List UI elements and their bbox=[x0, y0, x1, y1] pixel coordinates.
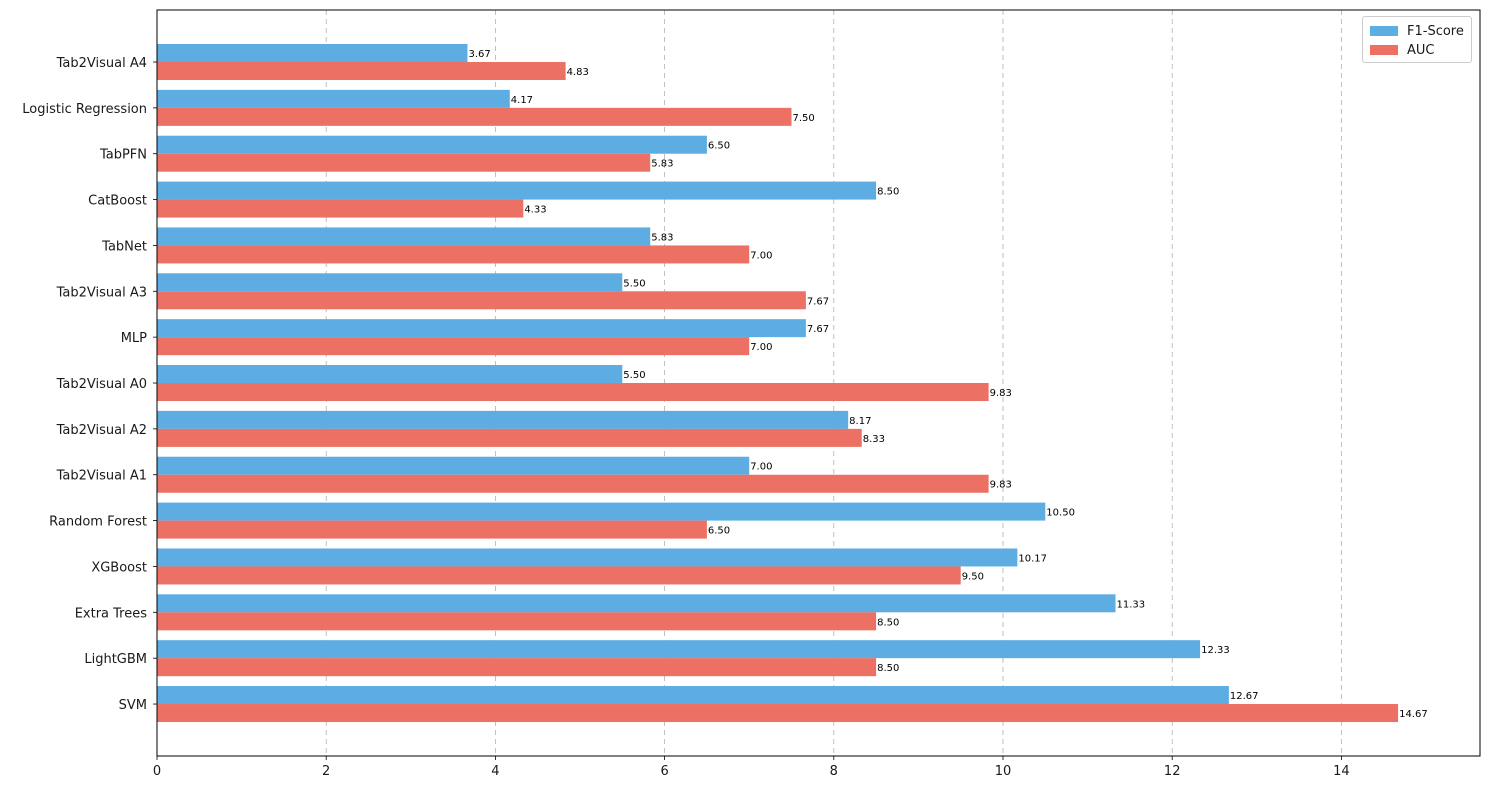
bar-f1-7 bbox=[157, 365, 623, 384]
bar-f1-10 bbox=[157, 502, 1046, 521]
value-label-auc-10: 6.50 bbox=[708, 526, 730, 537]
bar-auc-7 bbox=[157, 383, 989, 402]
bar-f1-2 bbox=[157, 135, 707, 154]
bar-auc-10 bbox=[157, 520, 707, 539]
legend-swatch-f1 bbox=[1370, 26, 1398, 36]
category-label-5: Tab2Visual A3 bbox=[56, 285, 147, 300]
bar-auc-9 bbox=[157, 474, 989, 493]
x-tick-label-6: 6 bbox=[660, 764, 668, 779]
value-label-f1-13: 12.33 bbox=[1201, 645, 1230, 656]
value-label-auc-13: 8.50 bbox=[877, 663, 899, 674]
value-label-auc-11: 9.50 bbox=[962, 571, 984, 582]
category-label-0: Tab2Visual A4 bbox=[56, 56, 147, 71]
category-label-10: Random Forest bbox=[49, 515, 147, 530]
x-tick-label-12: 12 bbox=[1164, 764, 1181, 779]
value-label-f1-6: 7.67 bbox=[807, 324, 829, 335]
bar-auc-8 bbox=[157, 428, 862, 447]
category-label-11: XGBoost bbox=[91, 560, 147, 575]
category-label-3: CatBoost bbox=[88, 194, 147, 209]
value-label-f1-8: 8.17 bbox=[849, 416, 871, 427]
category-label-7: Tab2Visual A0 bbox=[56, 377, 147, 392]
value-label-f1-12: 11.33 bbox=[1117, 599, 1146, 610]
bar-auc-12 bbox=[157, 612, 877, 631]
bar-auc-5 bbox=[157, 291, 806, 310]
category-label-2: TabPFN bbox=[99, 148, 147, 163]
value-label-auc-1: 7.50 bbox=[793, 113, 815, 124]
bar-auc-0 bbox=[157, 62, 566, 80]
bar-auc-3 bbox=[157, 199, 524, 218]
category-label-8: Tab2Visual A2 bbox=[56, 423, 147, 438]
value-label-f1-4: 5.83 bbox=[651, 232, 673, 243]
bar-f1-12 bbox=[157, 594, 1116, 613]
value-label-auc-0: 4.83 bbox=[567, 67, 589, 78]
legend-label-f1: F1-Score bbox=[1407, 23, 1464, 39]
plot-frame bbox=[156, 9, 1481, 757]
x-tick-label-8: 8 bbox=[830, 764, 838, 779]
bar-auc-14 bbox=[157, 704, 1399, 723]
value-label-auc-6: 7.00 bbox=[750, 342, 772, 353]
bar-f1-9 bbox=[157, 456, 750, 475]
bar-f1-1 bbox=[157, 89, 510, 108]
x-tick-label-14: 14 bbox=[1333, 764, 1350, 779]
bar-f1-4 bbox=[157, 227, 651, 246]
bar-f1-13 bbox=[157, 640, 1201, 659]
bar-auc-1 bbox=[157, 107, 792, 126]
value-label-auc-12: 8.50 bbox=[877, 617, 899, 628]
bar-f1-11 bbox=[157, 548, 1018, 567]
category-label-9: Tab2Visual A1 bbox=[56, 469, 147, 484]
bar-auc-2 bbox=[157, 153, 651, 172]
category-label-14: SVM bbox=[119, 698, 147, 713]
category-label-13: LightGBM bbox=[84, 652, 147, 667]
legend-swatch-auc bbox=[1370, 45, 1398, 55]
bar-f1-0 bbox=[157, 44, 468, 62]
x-tick-label-10: 10 bbox=[995, 764, 1012, 779]
legend-item-f1: F1-Score bbox=[1370, 22, 1464, 40]
value-label-f1-11: 10.17 bbox=[1018, 553, 1047, 564]
value-label-auc-4: 7.00 bbox=[750, 250, 772, 261]
value-label-auc-9: 9.83 bbox=[990, 480, 1012, 491]
bar-auc-4 bbox=[157, 245, 750, 264]
value-label-auc-8: 8.33 bbox=[863, 434, 885, 445]
bar-auc-6 bbox=[157, 337, 750, 356]
x-tick-label-0: 0 bbox=[153, 764, 161, 779]
bar-f1-3 bbox=[157, 181, 877, 200]
value-label-auc-3: 4.33 bbox=[524, 205, 546, 216]
category-label-4: TabNet bbox=[101, 239, 147, 254]
value-label-f1-3: 8.50 bbox=[877, 187, 899, 198]
value-label-f1-10: 10.50 bbox=[1046, 508, 1075, 519]
value-label-f1-14: 12.67 bbox=[1230, 691, 1259, 702]
value-label-f1-7: 5.50 bbox=[623, 370, 645, 381]
legend-item-auc: AUC bbox=[1370, 41, 1435, 59]
value-label-f1-0: 3.67 bbox=[468, 49, 490, 60]
category-label-1: Logistic Regression bbox=[22, 102, 147, 117]
legend: F1-Score AUC bbox=[1362, 16, 1472, 63]
value-label-f1-9: 7.00 bbox=[750, 462, 772, 473]
bar-auc-11 bbox=[157, 566, 961, 585]
value-label-f1-1: 4.17 bbox=[511, 95, 533, 106]
x-tick-label-2: 2 bbox=[322, 764, 330, 779]
category-label-6: MLP bbox=[121, 331, 147, 346]
bar-f1-14 bbox=[157, 686, 1229, 705]
bar-auc-13 bbox=[157, 658, 877, 677]
bar-f1-5 bbox=[157, 273, 623, 292]
value-label-f1-5: 5.50 bbox=[623, 278, 645, 289]
value-label-auc-5: 7.67 bbox=[807, 296, 829, 307]
value-label-auc-7: 9.83 bbox=[990, 388, 1012, 399]
category-label-12: Extra Trees bbox=[75, 606, 148, 621]
value-label-auc-2: 5.83 bbox=[651, 159, 673, 170]
value-label-auc-14: 14.67 bbox=[1399, 709, 1428, 720]
bar-f1-8 bbox=[157, 410, 849, 429]
value-label-f1-2: 6.50 bbox=[708, 141, 730, 152]
bar-f1-6 bbox=[157, 319, 806, 338]
legend-label-auc: AUC bbox=[1407, 42, 1435, 58]
x-tick-label-4: 4 bbox=[491, 764, 499, 779]
